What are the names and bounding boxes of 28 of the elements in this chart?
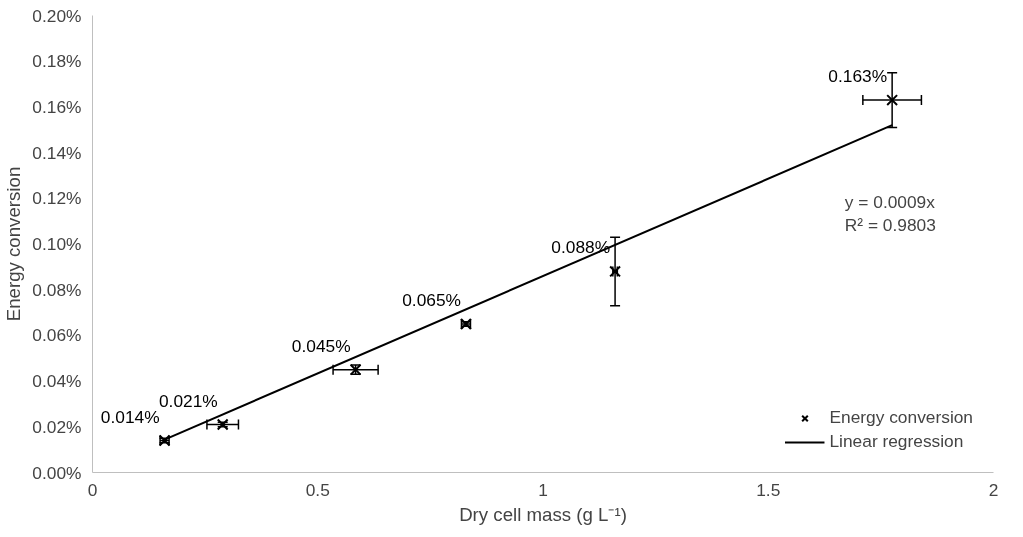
data-label: 0.045% — [291, 335, 351, 356]
legend-label: Linear regression — [829, 431, 964, 452]
y-tick-label: 0.12% — [32, 188, 82, 209]
data-label: 0.021% — [158, 390, 218, 411]
x-tick-label: 0 — [87, 479, 98, 500]
y-axis-title: Energy conversion — [3, 166, 25, 322]
x-tick-label: 0.5 — [305, 479, 330, 500]
data-label: 0.014% — [100, 406, 160, 427]
y-tick-label: 0.20% — [32, 5, 82, 26]
y-tick-label: 0.16% — [32, 96, 82, 117]
y-tick-label: 0.00% — [32, 462, 82, 483]
y-tick-label: 0.02% — [32, 416, 82, 437]
y-tick-label: 0.18% — [32, 51, 82, 72]
data-label: 0.065% — [402, 289, 461, 310]
x-tick-label: 1.5 — [756, 479, 781, 500]
legend-label: Energy conversion — [829, 407, 973, 428]
data-label: 0.163% — [828, 66, 888, 87]
y-tick-label: 0.14% — [32, 142, 82, 163]
x-tick-label: 2 — [988, 479, 999, 500]
y-tick-label: 0.08% — [32, 279, 82, 300]
x-axis-title: Dry cell mass (g L⁻¹) — [459, 503, 627, 525]
annotation: R² = 0.9803 — [844, 214, 936, 235]
y-tick-label: 0.06% — [32, 325, 82, 346]
y-tick-label: 0.10% — [32, 234, 82, 254]
y-tick-label: 0.04% — [32, 371, 82, 392]
x-tick-label: 1 — [538, 479, 548, 500]
data-label: 0.088% — [551, 237, 611, 258]
annotation: y = 0.0009x — [844, 192, 936, 213]
